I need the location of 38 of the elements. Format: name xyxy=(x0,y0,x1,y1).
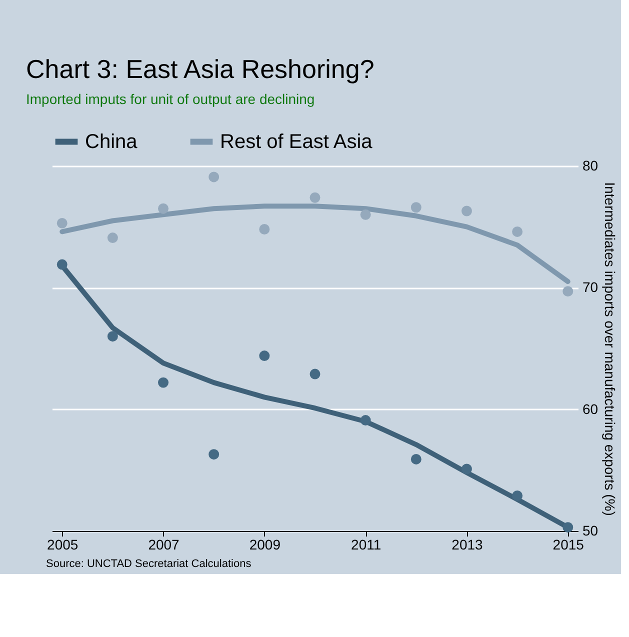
x-tick-label: 2011 xyxy=(351,536,382,552)
x-tick-label: 2015 xyxy=(552,536,584,552)
chart-title: Chart 3: East Asia Reshoring? xyxy=(26,54,374,84)
y-tick-label: 80 xyxy=(582,158,598,174)
point xyxy=(360,415,371,426)
x-tick-label: 2007 xyxy=(148,536,180,552)
point xyxy=(562,286,574,297)
point xyxy=(56,259,68,270)
point xyxy=(158,377,169,388)
y-tick-label: 50 xyxy=(582,522,598,538)
point xyxy=(208,172,220,182)
point xyxy=(461,464,472,474)
y-tick-label: 70 xyxy=(582,279,598,296)
y-axis-title: Intermediates imports over manufacturing exports (%) xyxy=(602,182,618,516)
point xyxy=(259,224,270,234)
point xyxy=(259,350,270,362)
point xyxy=(512,226,523,237)
legend-label: Rest of East Asia xyxy=(220,130,374,153)
point xyxy=(562,522,574,533)
x-tick-label: 2013 xyxy=(452,536,484,552)
source-note: Source: UNCTAD Secretariat Calculations xyxy=(46,558,252,570)
chart-subtitle: Imported imputs for unit of output are declining xyxy=(26,91,315,107)
point xyxy=(56,218,68,228)
point xyxy=(512,490,523,501)
point xyxy=(410,454,422,464)
point xyxy=(107,331,118,342)
point xyxy=(208,449,220,460)
point xyxy=(310,368,320,380)
legend-label: China xyxy=(85,130,138,153)
point xyxy=(461,206,472,216)
point xyxy=(158,203,169,214)
x-tick-label: 2005 xyxy=(47,536,78,552)
x-tick-label: 2009 xyxy=(249,536,281,552)
point xyxy=(360,209,371,220)
point xyxy=(410,202,422,213)
point xyxy=(310,192,320,203)
y-tick-label: 60 xyxy=(582,400,598,417)
point xyxy=(107,232,118,244)
